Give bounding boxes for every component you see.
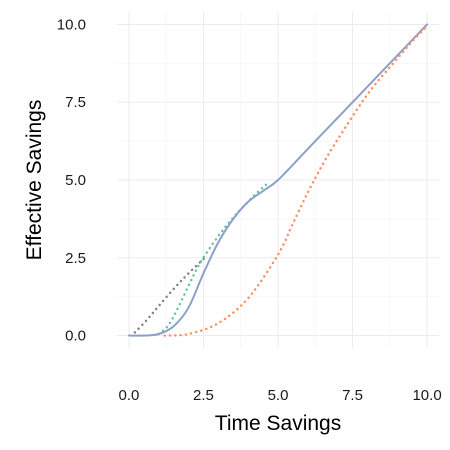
y-tick-label: 0.0 [65,328,86,345]
y-tick-labels: 0.0 2.5 5.0 7.5 10.0 [57,16,86,344]
series-line-3 [127,23,429,337]
series-line-4 [163,24,429,337]
x-tick-label: 7.5 [342,387,363,404]
series-line-2 [157,183,268,336]
y-axis-title: Effective Savings [23,100,46,261]
series-group [127,23,429,337]
y-tick-label: 10.0 [57,16,86,33]
series-line-1 [133,255,208,334]
x-tick-label: 10.0 [412,387,441,404]
x-tick-label: 2.5 [193,387,214,404]
x-axis-title: Time Savings [215,412,341,435]
x-tick-label: 5.0 [268,387,289,404]
y-tick-label: 2.5 [65,250,86,267]
y-tick-label: 7.5 [65,94,86,111]
x-tick-label: 0.0 [118,387,139,404]
x-tick-labels: 0.0 2.5 5.0 7.5 10.0 [118,387,441,404]
y-tick-label: 5.0 [65,172,86,189]
